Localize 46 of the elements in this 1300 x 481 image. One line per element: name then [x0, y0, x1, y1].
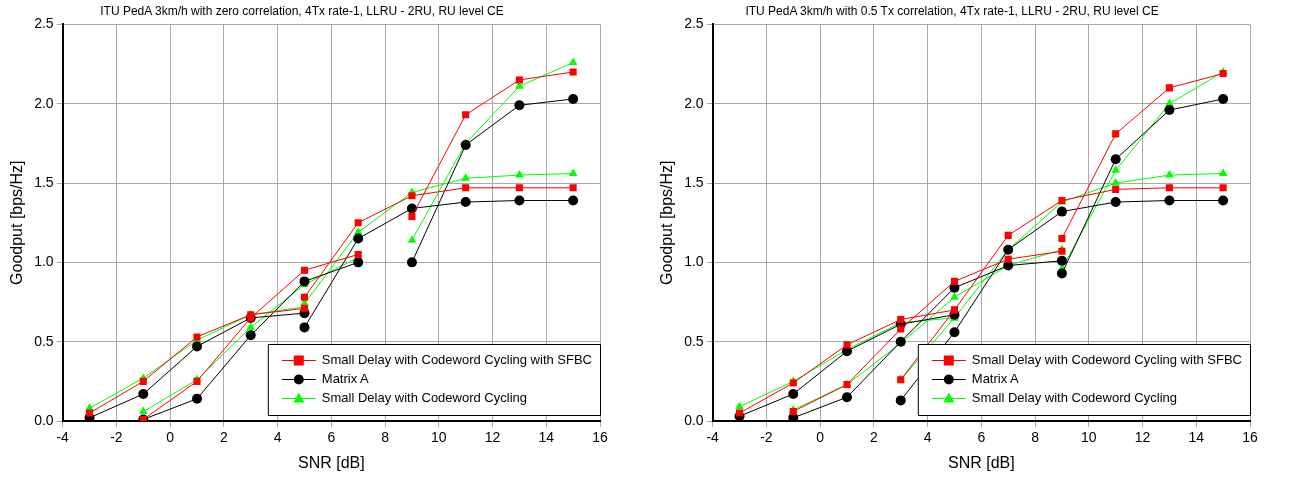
y-tick-label: 1.0	[684, 253, 704, 270]
y-tick-label: 0.5	[34, 332, 54, 349]
legend-label: Matrix A	[321, 371, 370, 387]
chart-title: ITU PedA 3km/h with 0.5 Tx correlation, 4Tx rate-1, LLRU - 2RU, RU level CE	[745, 3, 1159, 18]
x-tick-label: -2	[760, 429, 773, 446]
legend-label: Matrix A	[971, 371, 1020, 387]
x-tick-label: 8	[1031, 429, 1040, 446]
y-axis-title: Goodput [bps/Hz]	[658, 160, 676, 285]
y-axis-title: Goodput [bps/Hz]	[8, 160, 26, 285]
y-tick-label: 0.5	[684, 332, 704, 349]
x-axis-title: SNR [dB]	[947, 453, 1015, 471]
y-tick-label: 1.5	[684, 173, 704, 190]
x-tick-label: 2	[869, 429, 878, 446]
x-tick-label: 4	[273, 429, 282, 446]
x-tick-label: 14	[1188, 429, 1205, 446]
y-tick-label: 2.5	[684, 15, 704, 32]
x-tick-label: -2	[110, 429, 123, 446]
y-tick-label: 0.0	[34, 411, 54, 428]
x-tick-label: 16	[592, 429, 608, 446]
x-tick-label: 8	[381, 429, 390, 446]
x-tick-label: 6	[327, 429, 336, 446]
x-tick-label: 12	[1134, 429, 1151, 446]
x-tick-label: 4	[923, 429, 932, 446]
y-tick-label: 1.0	[34, 253, 54, 270]
y-tick-label: 0.0	[684, 411, 704, 428]
x-tick-label: 12	[484, 429, 501, 446]
y-tick-label: 2.5	[34, 15, 54, 32]
x-tick-label: 14	[538, 429, 555, 446]
x-axis-title: SNR [dB]	[297, 453, 365, 471]
legend-label: Small Delay with Codeword Cycling	[321, 390, 527, 406]
y-tick-label: 2.0	[684, 94, 704, 111]
x-tick-label: 2	[219, 429, 228, 446]
x-tick-label: -4	[706, 429, 720, 446]
x-tick-label: 10	[1081, 429, 1097, 446]
y-tick-label: 2.0	[34, 94, 54, 111]
x-tick-label: 6	[977, 429, 986, 446]
legend-label: Small Delay with Codeword Cycling	[971, 390, 1177, 406]
legend-label: Small Delay with Codeword Cycling with SFBC	[321, 352, 592, 368]
x-tick-label: -4	[56, 429, 70, 446]
y-tick-label: 1.5	[34, 173, 54, 190]
legend-label: Small Delay with Codeword Cycling with SFBC	[971, 352, 1242, 368]
x-tick-label: 10	[431, 429, 447, 446]
x-tick-label: 0	[816, 429, 825, 446]
x-tick-label: 0	[166, 429, 175, 446]
chart-title: ITU PedA 3km/h with zero correlation, 4Tx rate-1, LLRU - 2RU, RU level CE	[100, 3, 504, 18]
x-tick-label: 16	[1242, 429, 1258, 446]
